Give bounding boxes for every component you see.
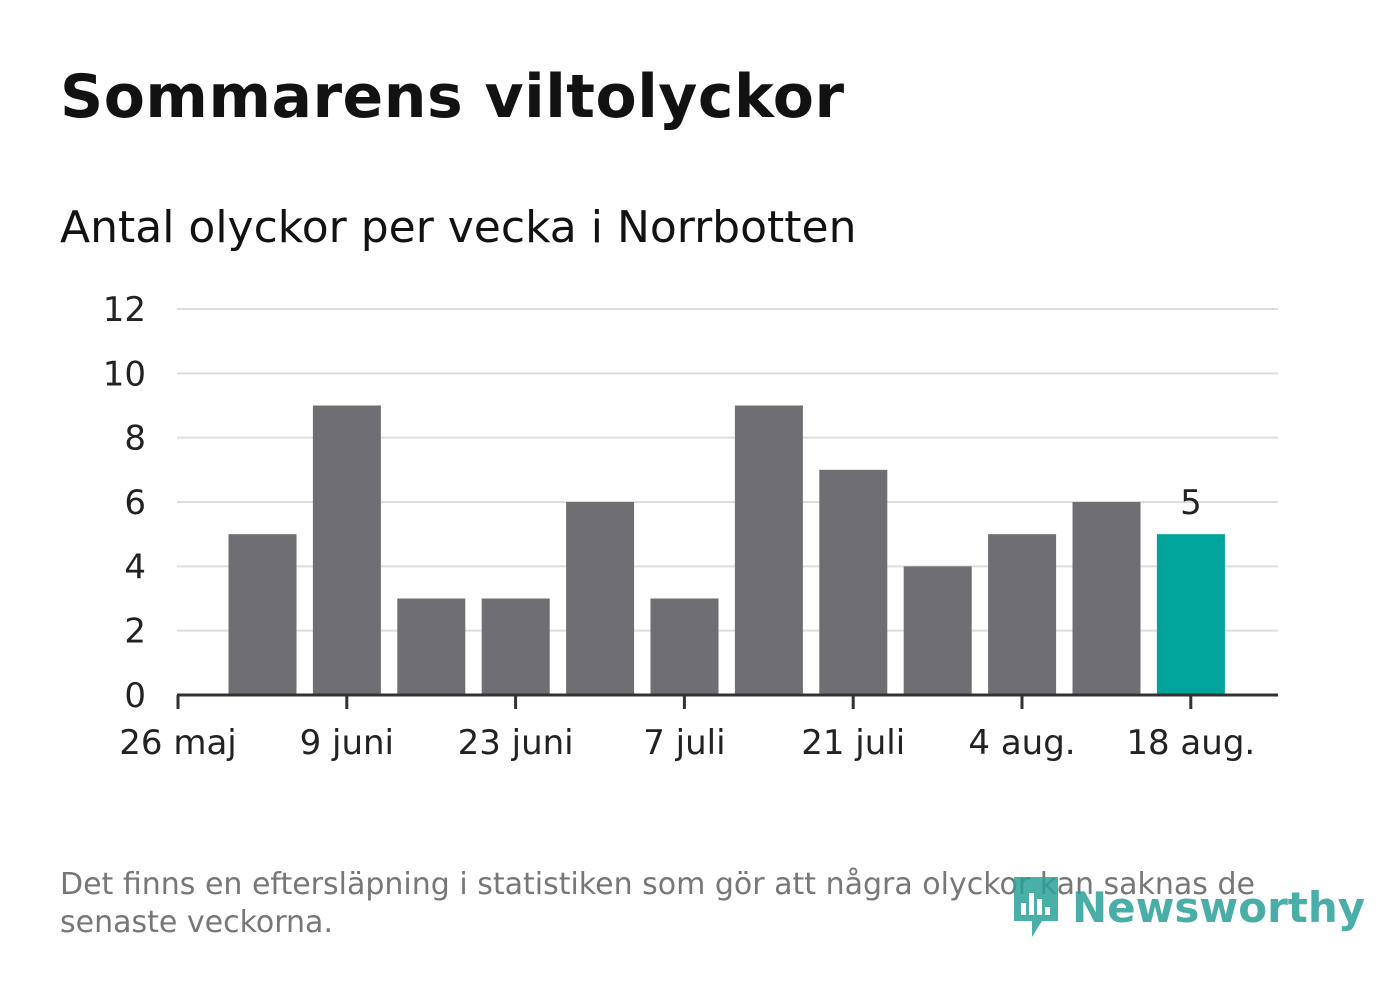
bar-4-aug (988, 534, 1057, 695)
bar-23-juni (481, 598, 550, 695)
x-tick-label: 18 aug. (1126, 723, 1255, 763)
x-axis-ticks: 26 maj 9 juni 23 juni 7 juli 21 juli 4 aug. 18… (119, 695, 1255, 763)
bar-16-juni (397, 598, 466, 695)
x-tick-label: 9 juni (300, 723, 394, 763)
bar-9-juni (312, 405, 381, 695)
y-tick-label: 0 (124, 676, 146, 716)
x-tick-label: 21 juli (801, 723, 905, 763)
chart-subtitle: Antal olyckor per vecka i Norrbotten (60, 202, 857, 253)
newsworthy-logo-text: Newsworthy (1072, 882, 1366, 932)
y-tick-label: 8 (124, 419, 146, 459)
y-tick-label: 2 (124, 612, 146, 652)
y-tick-label: 6 (124, 483, 146, 523)
x-tick-label: 26 maj (119, 723, 236, 763)
bar-chart: 0 2 4 6 8 10 12 5 26 maj 9 juni 23 juni 7 juli 21 … (103, 290, 1278, 763)
bar-14-juli (734, 405, 803, 695)
x-tick-label: 4 aug. (968, 723, 1075, 763)
y-tick-label: 10 (103, 354, 146, 394)
bar-18-aug (1156, 534, 1225, 695)
bar-2-juni (228, 534, 297, 695)
y-tick-label: 4 (124, 547, 146, 587)
bar-21-juli (819, 469, 888, 695)
x-tick-label: 23 juni (458, 723, 574, 763)
x-tick-label: 7 juli (643, 723, 725, 763)
data-label: 5 (1180, 483, 1202, 523)
y-tick-label: 12 (103, 290, 146, 330)
bars (228, 405, 1225, 695)
bar-7-juli (650, 598, 719, 695)
newsworthy-logo-icon (1014, 877, 1058, 937)
y-axis-ticks: 0 2 4 6 8 10 12 (103, 290, 146, 716)
newsworthy-logo: Newsworthy (1010, 872, 1365, 942)
data-labels: 5 (1180, 483, 1202, 523)
chart-title: Sommarens viltolyckor (60, 62, 845, 132)
bar-11-aug (1072, 502, 1141, 695)
bar-30-juni (566, 502, 635, 695)
bar-28-juli (903, 566, 972, 695)
